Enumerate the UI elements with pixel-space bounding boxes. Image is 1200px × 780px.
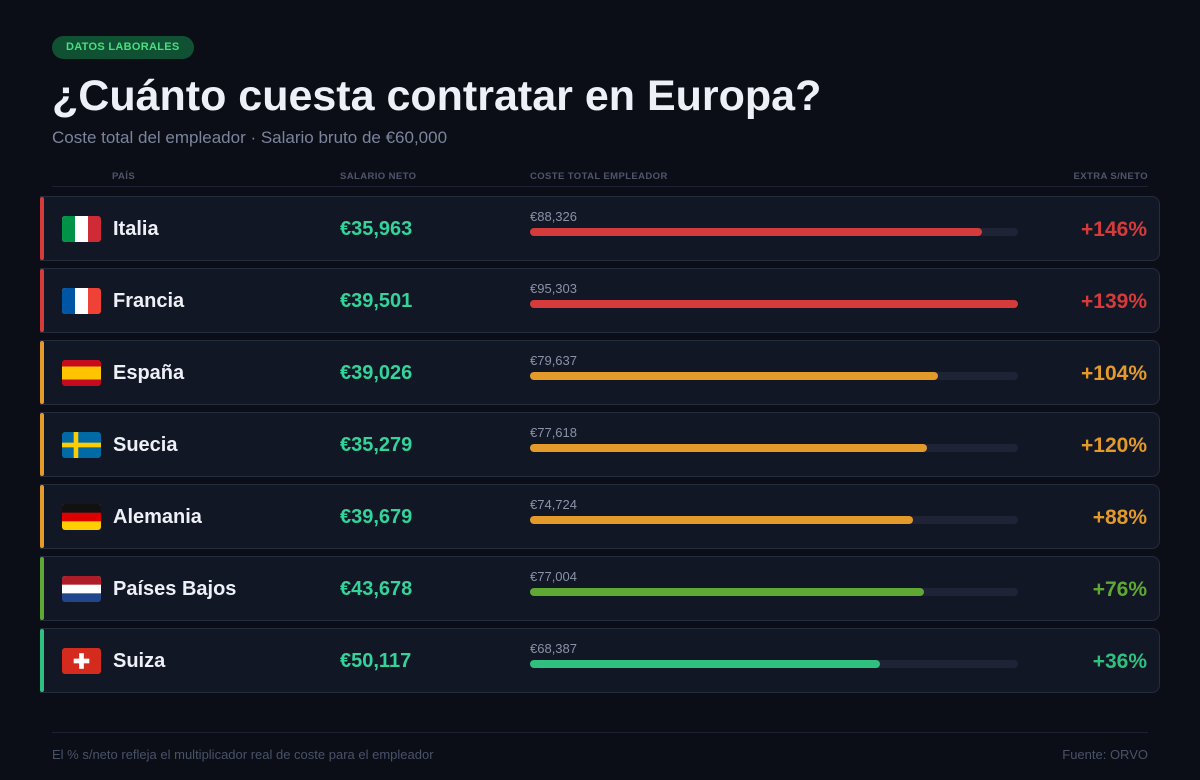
cost-bar-fill xyxy=(530,228,983,236)
net-salary: €43,678 xyxy=(340,578,413,600)
table-header: PAÍS SALARIO NETO COSTE TOTAL EMPLEADOR … xyxy=(52,166,1148,187)
employer-cost-value: €95,303 xyxy=(530,281,577,296)
spain-flag-icon xyxy=(62,360,101,386)
footer-source: Fuente: ORVO xyxy=(1062,747,1148,762)
italy-flag-icon xyxy=(62,216,101,242)
column-header-country: PAÍS xyxy=(112,171,136,182)
footer-note: El % s/neto refleja el multiplicador rea… xyxy=(52,747,434,762)
table-row: Alemania €39,679 €74,724 +88% xyxy=(40,484,1160,549)
net-salary: €39,679 xyxy=(340,506,413,528)
germany-flag-icon xyxy=(62,504,101,530)
france-flag-icon xyxy=(62,288,101,314)
extra-percentage: +88% xyxy=(1092,506,1147,529)
cost-bar-track xyxy=(530,372,1018,380)
cost-bar-track xyxy=(530,444,1018,452)
table-row: Suecia €35,279 €77,618 +120% xyxy=(40,412,1160,477)
country-name: Países Bajos xyxy=(113,578,237,600)
country-name: Suiza xyxy=(113,650,166,672)
country-name: Francia xyxy=(113,290,185,312)
sweden-flag-icon xyxy=(62,432,101,458)
cost-bar-track xyxy=(530,300,1018,308)
employer-cost-value: €79,637 xyxy=(530,353,577,368)
country-name: Suecia xyxy=(113,434,178,456)
netherlands-flag-icon xyxy=(62,576,101,602)
switzerland-flag-icon xyxy=(62,648,101,674)
employer-cost-value: €77,618 xyxy=(530,425,577,440)
cost-bar-fill xyxy=(530,372,938,380)
cost-bar-fill xyxy=(530,444,928,452)
footer: El % s/neto refleja el multiplicador rea… xyxy=(52,732,1148,772)
extra-percentage: +139% xyxy=(1081,290,1147,313)
cost-bar-track xyxy=(530,228,1018,236)
cost-bar-track xyxy=(530,588,1018,596)
cost-bar-track xyxy=(530,516,1018,524)
row-accent-bar xyxy=(40,197,44,260)
row-accent-bar xyxy=(40,629,44,692)
column-header-extra: EXTRA S/NETO xyxy=(1073,171,1148,182)
page-subtitle: Coste total del empleador · Salario brut… xyxy=(52,128,448,147)
extra-percentage: +36% xyxy=(1092,650,1147,673)
net-salary: €50,117 xyxy=(340,650,412,672)
employer-cost-value: €88,326 xyxy=(530,209,577,224)
row-accent-bar xyxy=(40,341,44,404)
row-accent-bar xyxy=(40,269,44,332)
extra-percentage: +146% xyxy=(1081,218,1147,241)
extra-percentage: +76% xyxy=(1092,578,1147,601)
extra-percentage: +120% xyxy=(1081,434,1147,457)
cost-bar-fill xyxy=(530,660,881,668)
table-row: España €39,026 €79,637 +104% xyxy=(40,340,1160,405)
employer-cost-value: €74,724 xyxy=(530,497,577,512)
cost-bar-fill xyxy=(530,516,913,524)
page-title: ¿Cuánto cuesta contratar en Europa? xyxy=(52,72,822,120)
net-salary: €35,963 xyxy=(340,218,413,240)
row-accent-bar xyxy=(40,557,44,620)
row-accent-bar xyxy=(40,413,44,476)
cost-bar-fill xyxy=(530,300,1018,308)
net-salary: €35,279 xyxy=(340,434,413,456)
column-header-employer-cost: COSTE TOTAL EMPLEADOR xyxy=(530,171,668,182)
country-name: España xyxy=(113,362,185,384)
category-badge: DATOS LABORALES xyxy=(52,36,194,59)
cost-bar-track xyxy=(530,660,1018,668)
table-row: Suiza €50,117 €68,387 +36% xyxy=(40,628,1160,693)
table-row: Italia €35,963 €88,326 +146% xyxy=(40,196,1160,261)
table-row: Países Bajos €43,678 €77,004 +76% xyxy=(40,556,1160,621)
row-accent-bar xyxy=(40,485,44,548)
net-salary: €39,026 xyxy=(340,362,413,384)
column-header-net-salary: SALARIO NETO xyxy=(340,171,417,182)
cost-bar-fill xyxy=(530,588,925,596)
country-name: Italia xyxy=(113,218,159,240)
net-salary: €39,501 xyxy=(340,290,413,312)
extra-percentage: +104% xyxy=(1081,362,1147,385)
country-name: Alemania xyxy=(113,506,202,528)
table-row: Francia €39,501 €95,303 +139% xyxy=(40,268,1160,333)
employer-cost-value: €77,004 xyxy=(530,569,577,584)
employer-cost-value: €68,387 xyxy=(530,641,577,656)
